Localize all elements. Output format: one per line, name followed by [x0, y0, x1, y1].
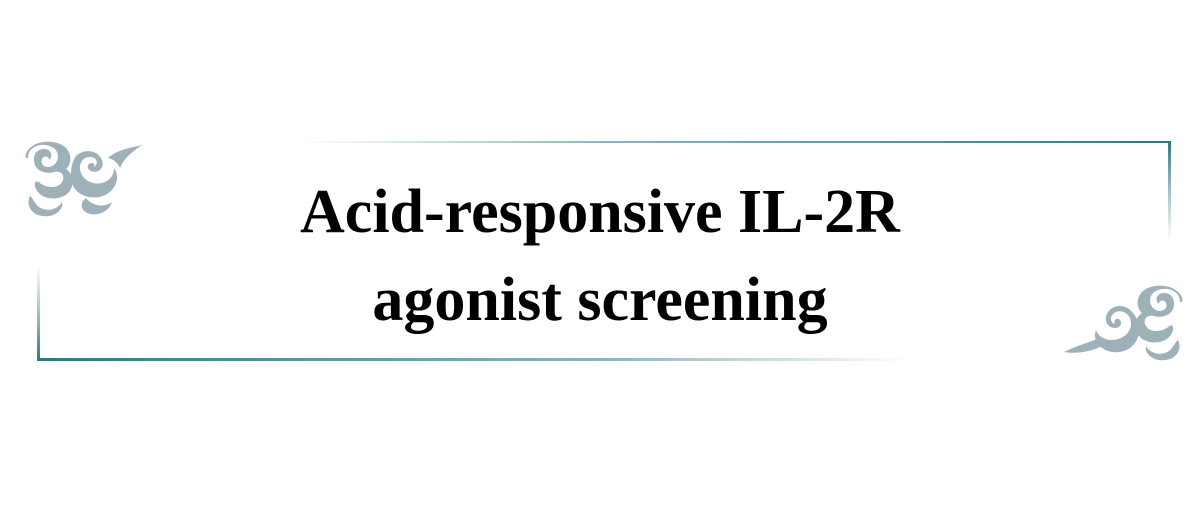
frame-left-border [37, 265, 40, 361]
cloud-ornament-icon [1064, 285, 1183, 361]
title-line-2: agonist screening [372, 266, 828, 334]
frame-bottom-border [37, 358, 912, 361]
frame-top-border [300, 141, 1171, 143]
frame-right-border [1168, 141, 1171, 241]
title-line-1: Acid-responsive IL-2R [300, 178, 900, 246]
page-title: Acid-responsive IL-2R agonist screening [150, 168, 1050, 344]
cloud-ornament-icon [25, 141, 142, 217]
